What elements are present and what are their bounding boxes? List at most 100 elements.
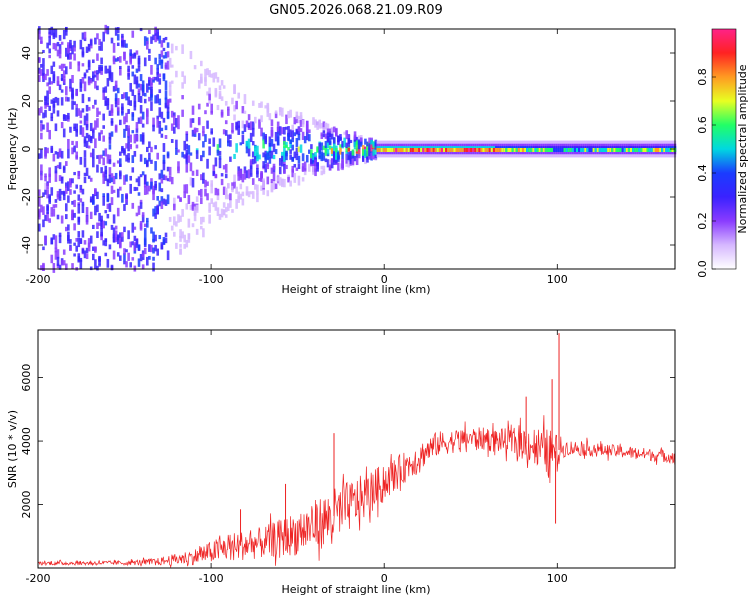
- spectrogram-cell: [218, 90, 222, 99]
- spectrogram-cell: [38, 70, 41, 75]
- spectrogram-cell: [193, 131, 197, 137]
- spectrogram-cell: [150, 82, 153, 89]
- spectrogram-cell: [256, 184, 259, 195]
- spectrogram-cell: [48, 218, 51, 223]
- spectrogram-cell: [152, 208, 155, 217]
- spectrogram-cell: [125, 92, 128, 101]
- spectrogram-cell: [268, 146, 272, 151]
- y-tick-label: 6000: [20, 364, 33, 392]
- spectrogram-cell: [77, 256, 81, 262]
- spectrogram-y-label: Frequency (Hz): [6, 108, 19, 191]
- spectrogram-cell: [224, 163, 228, 173]
- spectrogram-cell: [40, 174, 43, 181]
- spectrogram-cell: [305, 154, 309, 163]
- spectrogram-cell: [50, 187, 54, 196]
- spectrogram-cell: [106, 214, 110, 219]
- spectrogram-cell: [143, 186, 147, 195]
- spectrogram-cell: [102, 150, 105, 156]
- spectrogram-cell: [114, 58, 118, 62]
- spectrogram-cell: [154, 33, 157, 43]
- spectrogram-cell: [141, 111, 145, 120]
- colorbar-tick-label: 0.2: [696, 212, 709, 230]
- spectrogram-cell: [212, 164, 216, 175]
- spectrogram-cell: [102, 87, 105, 93]
- spectrogram-cell: [303, 136, 307, 144]
- spectrogram-cell: [173, 112, 176, 117]
- spectrogram-cell: [632, 148, 635, 152]
- spectrogram-cell: [110, 72, 114, 83]
- spectrogram-cell: [42, 65, 45, 76]
- spectrogram-cell: [96, 222, 99, 230]
- spectrogram-cell: [46, 90, 49, 99]
- spectrogram-cell: [48, 36, 51, 46]
- spectrogram-cell: [146, 116, 149, 125]
- spectrogram-cell: [54, 247, 58, 253]
- spectrogram-cell: [119, 163, 122, 167]
- spectrogram-cell: [227, 134, 230, 143]
- spectrogram-cell: [602, 148, 606, 152]
- spectrogram-cell: [573, 148, 577, 152]
- spectrogram-cell: [150, 101, 153, 111]
- spectrogram-cell: [154, 161, 157, 171]
- spectrogram-cell: [62, 191, 66, 196]
- spectrogram-cell: [85, 113, 89, 121]
- spectrogram-cell: [94, 80, 97, 89]
- spectrogram-cell: [328, 141, 332, 146]
- spectrogram-cell: [447, 148, 450, 152]
- spectrogram-cell: [345, 142, 349, 149]
- spectrogram-cell: [160, 169, 164, 179]
- spectrogram-cell: [79, 156, 83, 165]
- spectrogram-cell: [121, 41, 124, 47]
- spectrogram-cell: [85, 104, 89, 112]
- spectrogram-cell: [426, 148, 430, 152]
- spectrogram-cell: [77, 231, 81, 238]
- spectrogram-cell: [270, 167, 274, 174]
- spectrogram-cell: [104, 65, 108, 74]
- spectrogram-cell: [528, 148, 531, 152]
- spectrogram-cell: [330, 158, 334, 169]
- spectrogram-cell: [58, 196, 62, 201]
- spectrogram-cell: [65, 203, 68, 212]
- spectrogram-cell: [85, 123, 89, 131]
- spectrogram-cell: [235, 186, 238, 194]
- spectrogram-cell: [322, 170, 326, 175]
- spectrogram-cell: [258, 102, 261, 108]
- spectrogram-cell: [116, 34, 120, 41]
- spectrogram-cell: [94, 120, 97, 130]
- spectrogram-cell: [75, 245, 78, 252]
- spectrogram-cell: [200, 216, 203, 225]
- spectrogram-cell: [596, 148, 600, 152]
- spectrogram-cell: [54, 29, 58, 38]
- spectrogram-cell: [337, 135, 340, 143]
- spectrogram-cell: [158, 89, 162, 94]
- spectrogram-cell: [546, 148, 550, 152]
- spectrogram-cell: [119, 238, 122, 249]
- spectrogram-cell: [156, 72, 159, 82]
- spectrogram-cell: [262, 132, 265, 141]
- spectrogram-cell: [665, 148, 668, 152]
- spectrogram-cell: [75, 123, 78, 133]
- spectrogram-cell: [395, 148, 398, 152]
- spectrogram-cell: [312, 154, 315, 161]
- spectrogram-cell: [67, 224, 70, 231]
- spectrogram-cell: [129, 145, 132, 150]
- spectrogram-cell: [200, 188, 203, 198]
- spectrogram-cell: [135, 239, 139, 248]
- spectrogram-cell: [229, 140, 232, 147]
- spectrogram-cell: [96, 33, 99, 40]
- spectrogram-cell: [322, 133, 326, 138]
- spectrogram-cell: [345, 130, 349, 140]
- spectrogram-cell: [195, 169, 199, 177]
- spectrogram-cell: [81, 201, 85, 206]
- spectrogram-cell: [54, 199, 58, 203]
- spectrogram-cell: [58, 232, 62, 237]
- spectrogram-cell: [133, 104, 137, 111]
- spectrogram-cell: [77, 108, 81, 116]
- spectrogram-cell: [189, 118, 193, 128]
- spectrogram-cell: [195, 228, 199, 235]
- spectrogram-cell: [141, 171, 145, 176]
- spectrogram-cell: [83, 115, 87, 126]
- spectrogram-cell: [372, 148, 376, 156]
- spectrogram-cell: [154, 184, 157, 189]
- spectrogram-cell: [150, 227, 153, 234]
